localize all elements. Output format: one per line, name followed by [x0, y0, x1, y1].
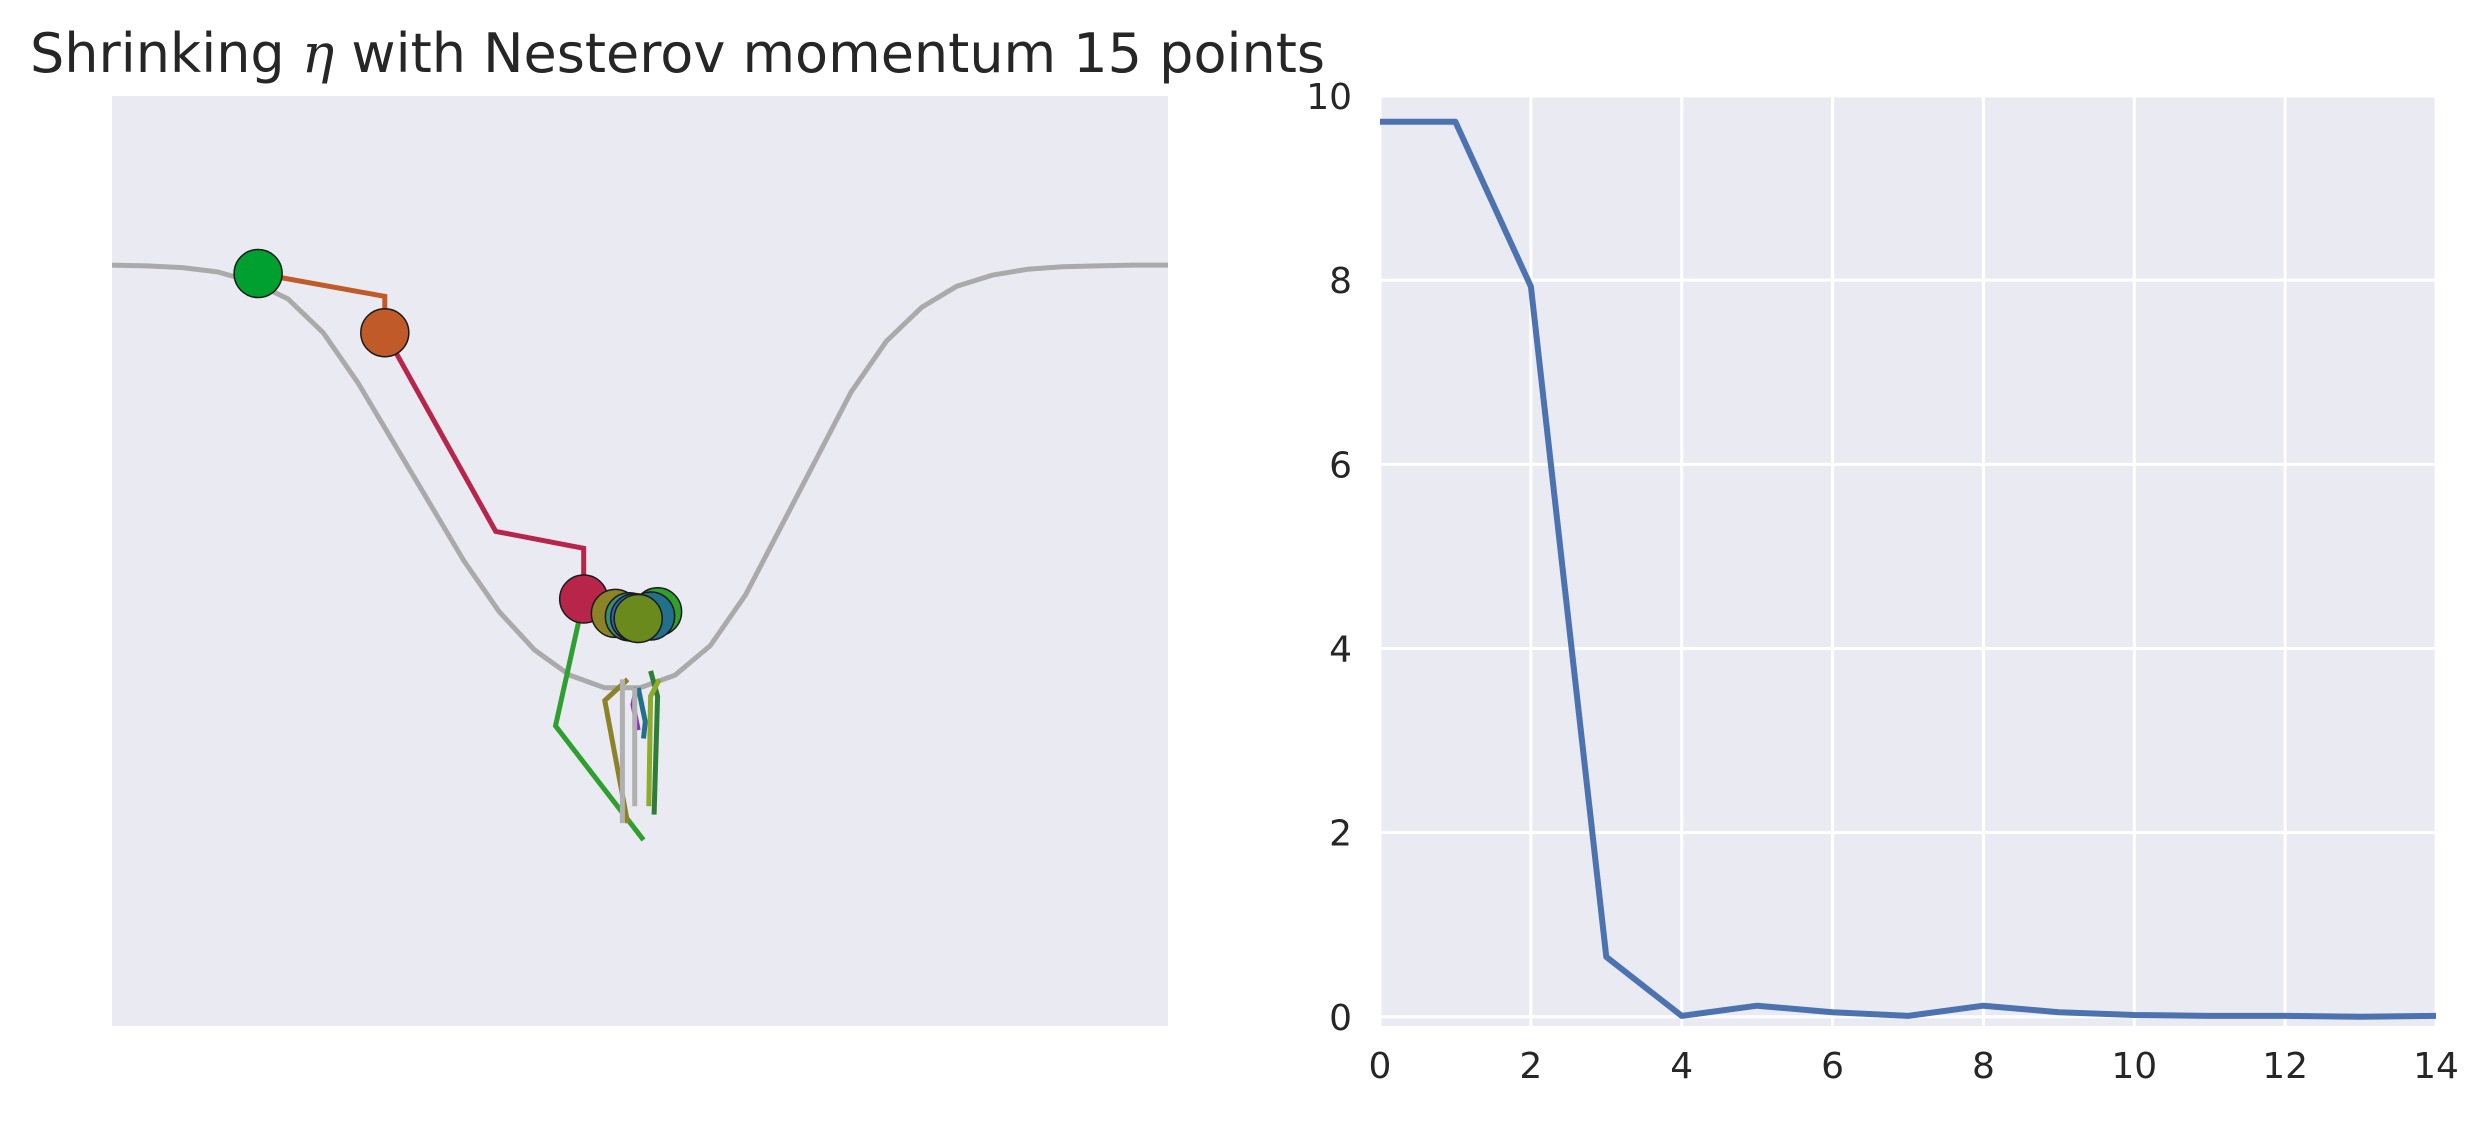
step-path-2	[552, 598, 646, 842]
left-chart-title: Shrinking η with Nesterov momentum 15 po…	[30, 22, 1325, 85]
value-series-line	[1380, 118, 2437, 1020]
x-tick-label: 14	[2413, 1046, 2459, 1087]
iterate-point-0	[233, 248, 283, 299]
right-chart: 0 2 4 6 8 10 12 14 0 2 4 6 8 10	[1306, 77, 2459, 1087]
right-plot-area	[1380, 96, 2436, 1026]
y-tick-label: 8	[1329, 261, 1352, 302]
y-tick-label: 4	[1329, 629, 1352, 670]
left-chart	[111, 96, 1168, 1026]
x-tick-label: 8	[1972, 1046, 1995, 1087]
iterate-point-8	[613, 593, 663, 644]
step-path-1	[382, 331, 587, 599]
x-tick-label: 10	[2111, 1046, 2157, 1087]
x-tick-label: 12	[2262, 1046, 2308, 1087]
left-plot-area	[112, 96, 1168, 1026]
y-tick-label: 6	[1329, 445, 1352, 486]
y-tick-label: 0	[1329, 998, 1352, 1039]
x-tick-label: 6	[1821, 1046, 1844, 1087]
x-tick-label: 2	[1519, 1046, 1542, 1087]
step-path-4	[648, 670, 661, 815]
iterate-point-1	[360, 307, 410, 358]
step-path-5	[646, 678, 662, 807]
step-path-7	[635, 687, 648, 739]
x-tick-label: 4	[1670, 1046, 1693, 1087]
y-tick-label: 2	[1329, 814, 1352, 855]
x-tick-label: 0	[1369, 1046, 1392, 1087]
y-tick-label: 10	[1306, 77, 1352, 118]
